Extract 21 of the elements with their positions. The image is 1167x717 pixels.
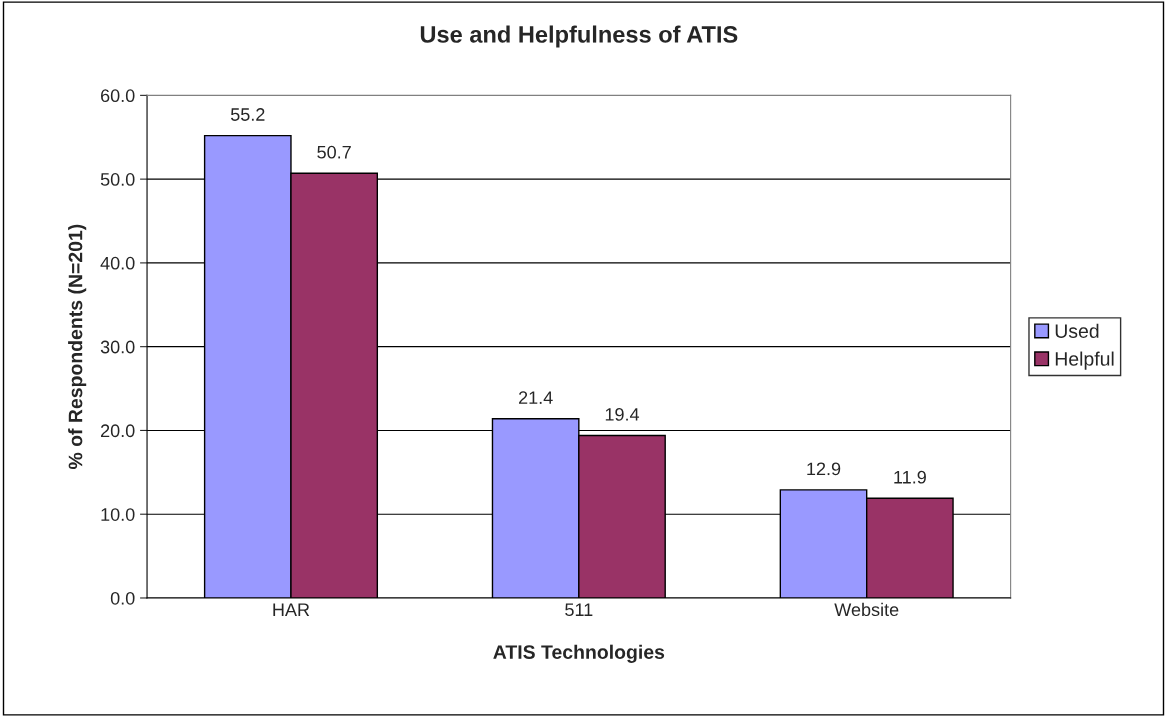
y-tick-label: 10.0 (101, 508, 135, 521)
data-label: 11.9 (894, 470, 926, 484)
legend-label: Used (1055, 323, 1099, 338)
y-tick-label: 20.0 (101, 424, 135, 438)
data-label: 55.2 (230, 108, 265, 121)
data-label: 21.4 (518, 391, 553, 404)
y-tick-label: 60.0 (101, 89, 135, 103)
y-tick-label: 0.0 (110, 591, 135, 605)
x-axis-title: ATIS Technologies (493, 644, 665, 663)
chart-title: Use and Helpfulness of ATIS (420, 25, 738, 48)
legend-label: Helpful (1055, 351, 1114, 370)
y-tick-label: 40.0 (100, 256, 135, 270)
x-tick-label: HAR (273, 603, 310, 616)
y-axis-title: % of Respondents (N=201) (68, 224, 87, 470)
data-label: 50.7 (317, 145, 351, 159)
data-label: 12.9 (807, 462, 841, 476)
y-tick-label: 50.0 (100, 173, 135, 186)
y-tick-label: 30.0 (100, 340, 135, 354)
data-label: 19.4 (605, 408, 640, 421)
x-tick-label: 511 (565, 603, 593, 617)
x-tick-label: Website (834, 602, 899, 617)
